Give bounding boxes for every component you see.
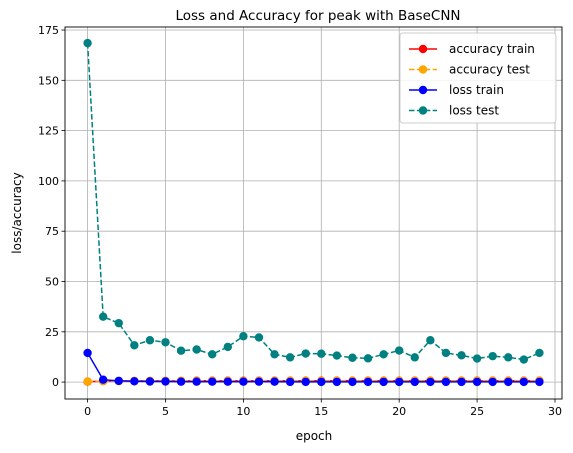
data-point-loss-train [176, 377, 186, 386]
data-point-loss-train [394, 377, 404, 387]
data-point-loss-test [535, 348, 544, 358]
data-point-loss-test [426, 336, 435, 345]
data-point-loss-train [363, 377, 373, 387]
data-point-loss-test [285, 353, 295, 362]
legend-item: accuracy train [409, 42, 535, 56]
data-point-loss-test [348, 353, 357, 362]
y-tick-label: 100 [38, 175, 59, 188]
y-tick-label: 175 [38, 24, 59, 37]
legend-label: accuracy test [449, 63, 530, 77]
y-tick-label: 150 [38, 74, 59, 87]
data-point-loss-train [254, 377, 264, 386]
data-point-loss-test [410, 353, 419, 362]
legend-item: loss train [409, 83, 504, 97]
legend-marker [418, 106, 428, 115]
data-point-loss-train [457, 377, 466, 387]
legend-marker [418, 85, 428, 95]
data-point-loss-train [410, 377, 419, 387]
y-tick-label: 75 [45, 225, 59, 238]
data-point-loss-test [239, 332, 248, 341]
legend-label: accuracy train [449, 42, 535, 56]
series-loss-train [83, 348, 544, 387]
data-point-loss-train [114, 376, 123, 386]
data-point-loss-test [270, 350, 279, 359]
data-point-loss-train [441, 377, 451, 387]
y-tick-label: 50 [45, 276, 59, 289]
data-point-loss-test [176, 346, 186, 355]
data-point-loss-train [98, 375, 108, 384]
x-tick-label: 20 [392, 405, 406, 418]
data-point-loss-train [285, 377, 295, 387]
data-point-loss-test [301, 349, 310, 358]
data-point-loss-test [317, 349, 326, 358]
series-layer [83, 38, 544, 387]
x-tick-label: 15 [314, 405, 328, 418]
y-tick-label: 25 [45, 326, 59, 339]
data-point-loss-train [83, 348, 92, 358]
data-point-loss-train [317, 377, 326, 387]
data-point-loss-train [145, 377, 155, 386]
legend-item: loss test [409, 104, 499, 118]
data-point-loss-test [208, 350, 217, 359]
y-tick-label: 0 [52, 376, 59, 389]
y-tick-label: 125 [38, 125, 59, 138]
data-point-loss-train [332, 377, 342, 387]
data-point-loss-test [504, 353, 513, 362]
data-point-loss-train [379, 377, 388, 387]
data-point-loss-train [348, 377, 357, 387]
data-point-loss-train [504, 377, 513, 387]
legend-label: loss test [449, 104, 499, 118]
data-point-loss-train [301, 377, 310, 387]
plot-frame [64, 26, 563, 400]
data-point-loss-train [270, 377, 279, 386]
data-point-accuracy-test [83, 377, 92, 386]
x-tick-label: 10 [236, 405, 250, 418]
series-loss-test [83, 38, 544, 364]
data-point-loss-test [379, 350, 388, 359]
data-point-loss-test [519, 355, 529, 364]
data-point-loss-train [161, 377, 170, 386]
legend: accuracy train accuracy test loss train los… [399, 32, 557, 124]
data-point-loss-train [519, 377, 529, 387]
chart-title: Loss and Accuracy for peak with BaseCNN [175, 8, 460, 24]
data-point-loss-test [114, 318, 123, 328]
x-tick-label: 25 [470, 405, 484, 418]
data-point-loss-test [457, 351, 466, 360]
data-point-loss-train [472, 377, 482, 387]
data-point-loss-test [254, 333, 264, 342]
legend-item: accuracy test [409, 63, 530, 77]
legend-marker [418, 44, 428, 54]
data-point-loss-test [332, 351, 342, 360]
data-point-loss-train [239, 377, 248, 386]
data-point-loss-train [130, 377, 139, 386]
data-point-loss-train [223, 377, 233, 386]
data-point-loss-test [441, 348, 451, 358]
data-point-loss-train [488, 377, 497, 387]
y-axis-label: loss/accuracy [10, 172, 24, 253]
data-point-loss-train [208, 377, 217, 386]
legend-label: loss train [449, 83, 504, 97]
data-point-loss-test [472, 354, 482, 363]
data-point-loss-test [130, 341, 139, 350]
data-point-loss-test [394, 346, 404, 355]
x-axis-label: epoch [296, 429, 333, 443]
data-point-loss-test [488, 351, 497, 361]
legend-box [399, 32, 557, 124]
ticks: 0 5 10 15 20 25 30 0 25 50 75 100 125 150 175 [38, 24, 562, 418]
x-tick-label: 30 [548, 405, 562, 418]
data-point-loss-train [192, 377, 201, 386]
x-tick-label: 0 [84, 405, 91, 418]
data-point-loss-test [83, 38, 92, 48]
data-point-loss-test [145, 336, 155, 345]
data-point-loss-test [223, 342, 233, 352]
data-point-loss-test [192, 345, 201, 354]
data-point-loss-train [426, 377, 435, 387]
x-tick-label: 5 [162, 405, 169, 418]
data-point-loss-test [98, 312, 108, 321]
data-point-loss-train [535, 377, 544, 387]
data-point-loss-test [363, 354, 373, 363]
legend-marker [418, 65, 428, 74]
data-point-loss-test [161, 338, 170, 347]
